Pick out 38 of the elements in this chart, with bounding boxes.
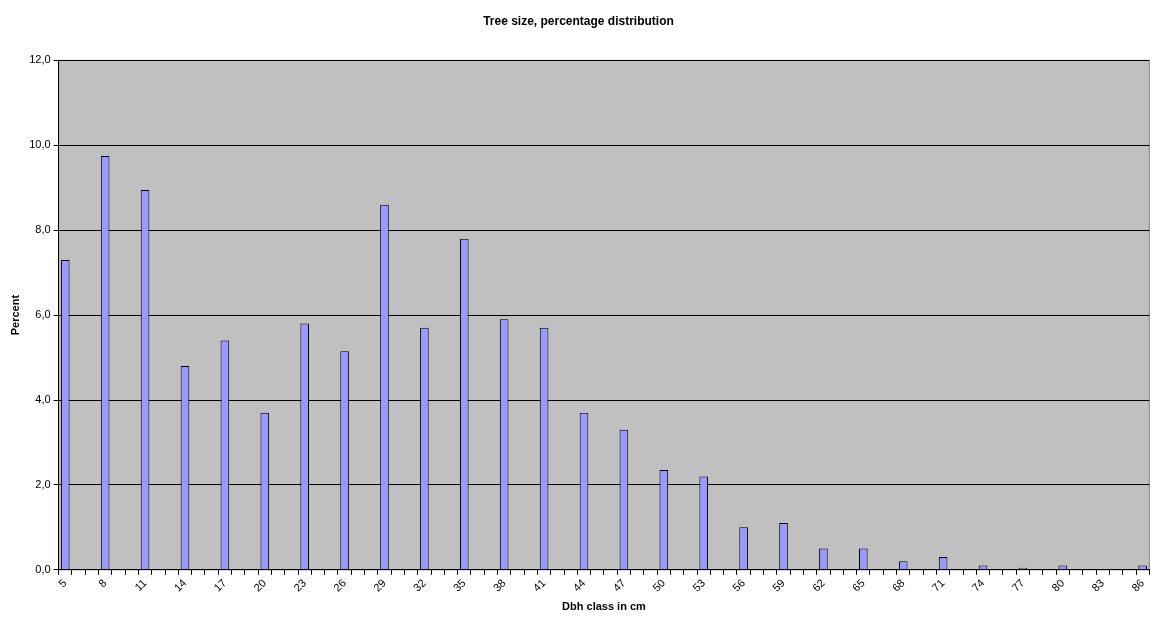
x-axis-title: Dbh class in cm [562, 600, 647, 613]
y-tick-label: 8,0 [35, 223, 51, 236]
x-tick-label: 77 [1009, 576, 1027, 594]
x-tick-label: 11 [132, 576, 149, 594]
x-tick-label: 74 [969, 576, 987, 594]
y-tick-label: 0,0 [35, 562, 51, 575]
y-tick-label: 6,0 [35, 308, 51, 321]
x-tick-label: 5 [56, 576, 69, 590]
x-tick-label: 47 [610, 576, 628, 594]
x-tick-label: 56 [730, 576, 748, 594]
x-tick-label: 62 [809, 576, 827, 594]
x-tick-label: 8 [95, 576, 109, 590]
x-tick-label: 29 [370, 576, 389, 594]
x-tick-label: 80 [1049, 576, 1067, 594]
x-tick-label: 86 [1129, 576, 1147, 594]
x-tick-label: 23 [291, 576, 309, 594]
x-tick-label: 50 [650, 576, 668, 594]
y-tick-label: 12,0 [29, 53, 51, 66]
y-tick-label: 4,0 [35, 393, 51, 406]
x-tick-label: 20 [251, 576, 269, 594]
x-tick-label: 26 [330, 576, 349, 594]
chart-title: Tree size, percentage distribution [483, 13, 674, 28]
x-tick-label: 53 [690, 576, 708, 594]
x-tick-label: 32 [410, 576, 428, 594]
x-tick-label: 41 [530, 576, 548, 594]
x-tick-label: 35 [450, 576, 468, 594]
x-tick-label: 44 [570, 576, 588, 594]
y-tick-label: 2,0 [35, 477, 51, 490]
x-tick-label: 68 [889, 576, 907, 594]
y-tick-label: 10,0 [29, 138, 51, 151]
x-tick-label: 65 [849, 576, 867, 594]
x-tick-label: 17 [211, 576, 229, 594]
x-tick-label: 14 [171, 576, 189, 594]
x-tick-label: 83 [1089, 576, 1107, 594]
x-tick-label: 71 [929, 576, 947, 594]
x-tick-label: 59 [769, 576, 788, 594]
y-axis-title: Percent [8, 294, 21, 336]
x-tick-label: 38 [490, 576, 508, 594]
